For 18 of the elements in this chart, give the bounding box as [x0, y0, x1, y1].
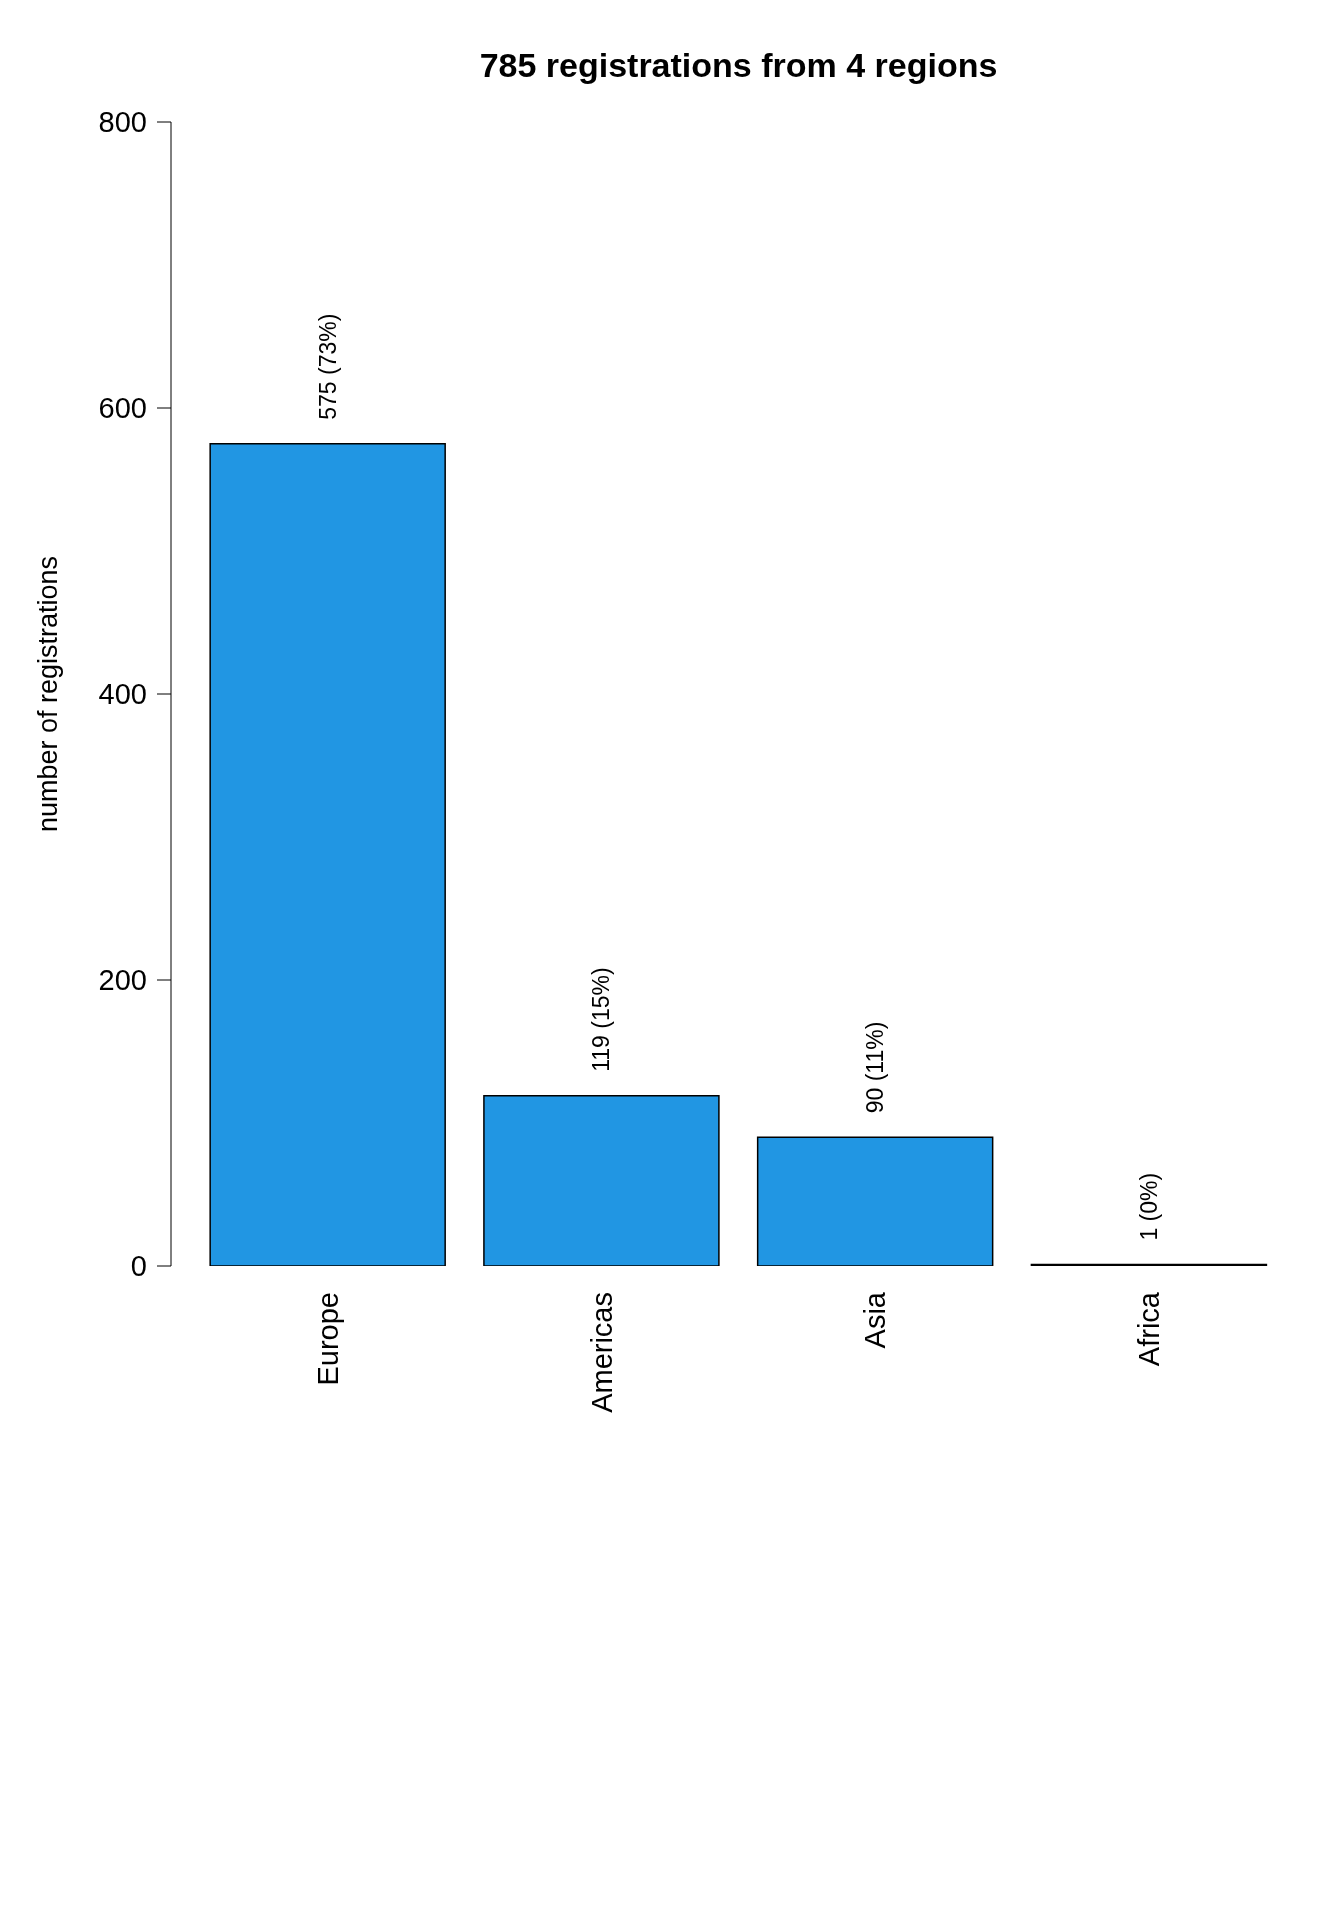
- data-label: 1 (0%): [1135, 1172, 1162, 1241]
- bar: [209, 443, 446, 1266]
- x-tick-label: Asia: [859, 1291, 892, 1349]
- x-tick-label: Europe: [311, 1292, 344, 1386]
- y-tick-label: 600: [98, 392, 147, 424]
- bar: [483, 1095, 720, 1266]
- y-tick-label: 0: [130, 1250, 147, 1282]
- chart-title: 785 registrations from 4 regions: [478, 46, 999, 85]
- y-tick-label: 200: [98, 964, 147, 996]
- y-axis-title: number of registrations: [33, 555, 63, 833]
- data-label: 119 (15%): [588, 967, 615, 1072]
- y-tick-label: 400: [98, 678, 147, 710]
- bar: [756, 1136, 994, 1266]
- x-tick-label: Africa: [1133, 1291, 1166, 1367]
- data-label: 90 (11%): [862, 1021, 889, 1114]
- y-tick-label: 800: [98, 106, 147, 138]
- x-tick-label: Americas: [585, 1292, 618, 1413]
- data-label: 575 (73%): [314, 313, 341, 420]
